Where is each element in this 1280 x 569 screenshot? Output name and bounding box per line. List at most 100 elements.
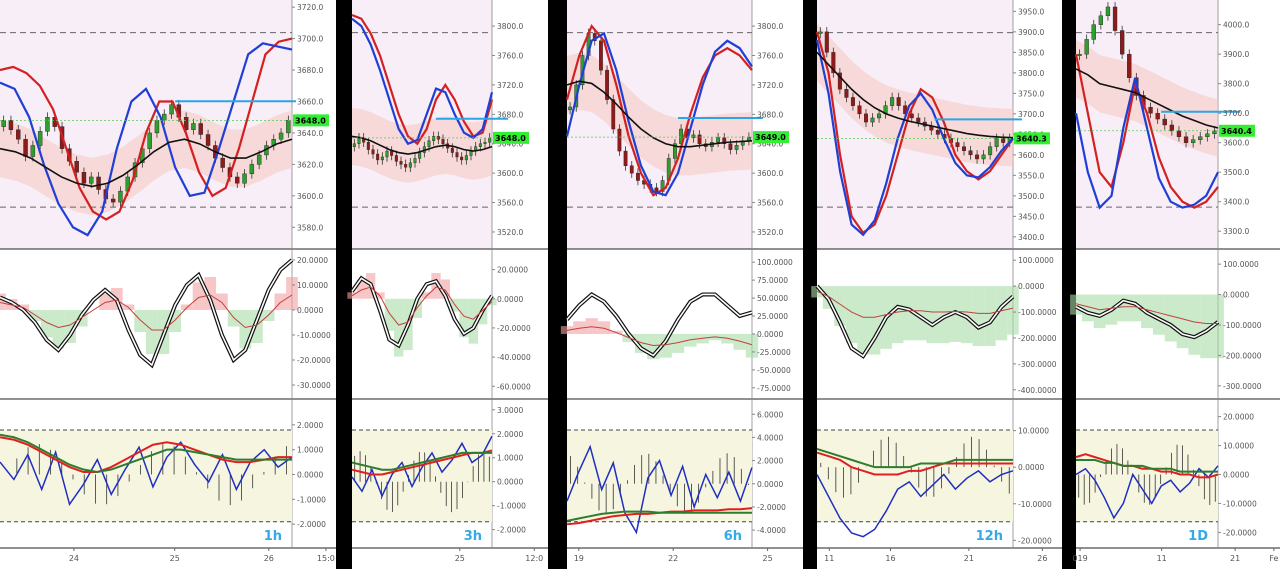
candle [357,137,361,144]
x-tick-label: 26 [1037,554,1047,563]
osc-tick-label: -50.0000 [757,366,791,375]
osc-tick-label: -20.0000 [297,356,331,365]
osc-tick-label: 0.0000 [297,306,323,315]
osc-tick-label: -25.0000 [757,348,791,357]
stoch-tick-label: 20.0000 [1223,413,1254,422]
osc-tick-label: -20.0000 [497,324,531,333]
candle [8,120,14,130]
stoch-tick-label: 10.0000 [1018,427,1049,436]
osc-histogram-bar [274,293,287,310]
price-tick-label: 3800.0 [497,22,523,31]
candle [154,120,160,134]
candle [278,132,284,140]
stoch-tick-label: 2.0000 [297,421,323,430]
stoch-tick-label: -1.0000 [497,502,526,511]
price-tick-label: 3600.0 [1223,139,1249,148]
price-tick-label: 3800.0 [757,22,783,31]
price-tick-label: 3800.0 [1223,80,1249,89]
candle [824,31,829,53]
osc-histogram-bar [52,310,65,349]
osc-histogram-bar [1188,294,1201,355]
candle [660,180,665,192]
price-tick-label: 3560.0 [497,199,523,208]
candle [605,69,609,100]
candle [478,143,482,147]
osc-series-line [1075,303,1218,324]
price-tick-label: 3700.0 [1018,110,1044,119]
x-tick-label: 11 [1157,554,1167,563]
candle [483,142,487,144]
x-tick-label: Fe [1269,554,1278,563]
candle [728,143,733,150]
candle [617,128,622,152]
candle [697,134,702,144]
candle [1091,24,1096,40]
candle [404,164,408,168]
stoch-series-line [816,469,1014,538]
osc-tick-label: 50.0000 [757,294,788,303]
osc-series-line [351,286,493,326]
price-tick-label: 3680.0 [297,66,323,75]
candle [235,176,240,184]
stoch-zone [0,430,292,522]
stoch-tick-label: -2.0000 [297,520,326,529]
osc-histogram-bar [903,286,915,341]
timeframe-label: 3h [464,529,482,544]
price-tick-label: 3640.0 [297,129,323,138]
candle [837,72,842,90]
osc-histogram-bar [204,277,217,310]
stoch-series-line [351,451,492,471]
candle [242,173,247,184]
osc-tick-label: -40.0000 [497,353,531,362]
stoch-tick-label: 1.0000 [297,446,323,455]
x-tick-label: 25 [170,554,180,563]
candle [1127,53,1132,78]
candle [385,150,389,158]
x-tick-label: 24 [69,554,79,563]
price-tick-label: 3600.0 [297,192,323,201]
osc-histogram-bar [868,286,881,355]
candle [96,176,101,190]
price-tick-label: 3450.0 [1018,212,1044,221]
candle [722,137,727,144]
price-series-line [816,51,1014,139]
osc-tick-label: -400.0000 [1018,386,1057,395]
price-tick-label: 3500.0 [1223,168,1249,177]
osc-tick-label: 20.0000 [497,266,528,275]
osc-tick-label: -60.0000 [497,382,531,391]
stoch-tick-label: 0.0000 [1223,471,1249,480]
candle [390,150,394,156]
price-tick-label: 3400.0 [1018,233,1044,242]
osc-histogram-bar [1152,294,1165,335]
price-tick-label: 4000.0 [1223,21,1249,30]
osc-histogram-bar [926,286,939,344]
candle [1,120,6,127]
last-price-tag [493,131,529,144]
stoch-series-line [351,435,493,499]
osc-histogram-bar [684,333,697,347]
price-tick-label: 3700.0 [1223,109,1249,118]
x-tick-label: 21 [1230,554,1240,563]
candle [205,134,211,146]
price-series-line [351,14,494,146]
price-tick-label: 3520.0 [497,228,523,237]
candle [909,113,914,119]
last-price-tag [753,131,789,144]
last-price-tag [1014,132,1050,145]
candle [1205,133,1210,137]
price-tick-label: 3520.0 [757,228,783,237]
price-tick-label: 3660.0 [297,97,323,106]
candle [870,117,875,123]
stoch-series-line [816,447,1013,469]
stoch-tick-label: -10.0000 [1018,500,1052,509]
osc-tick-label: -300.0000 [1223,382,1262,391]
candle [1155,112,1160,120]
candle [994,138,999,147]
stoch-tick-label: 6.0000 [757,410,783,419]
chart-panel-1h: 3720.0 3700.0 3680.0 3660.0 3640.0 3620.0 3600… [0,0,336,569]
candle [962,146,966,151]
price-band-fill [352,107,492,183]
candle [162,113,167,121]
candle [623,150,628,166]
osc-histogram-bar [659,333,672,358]
